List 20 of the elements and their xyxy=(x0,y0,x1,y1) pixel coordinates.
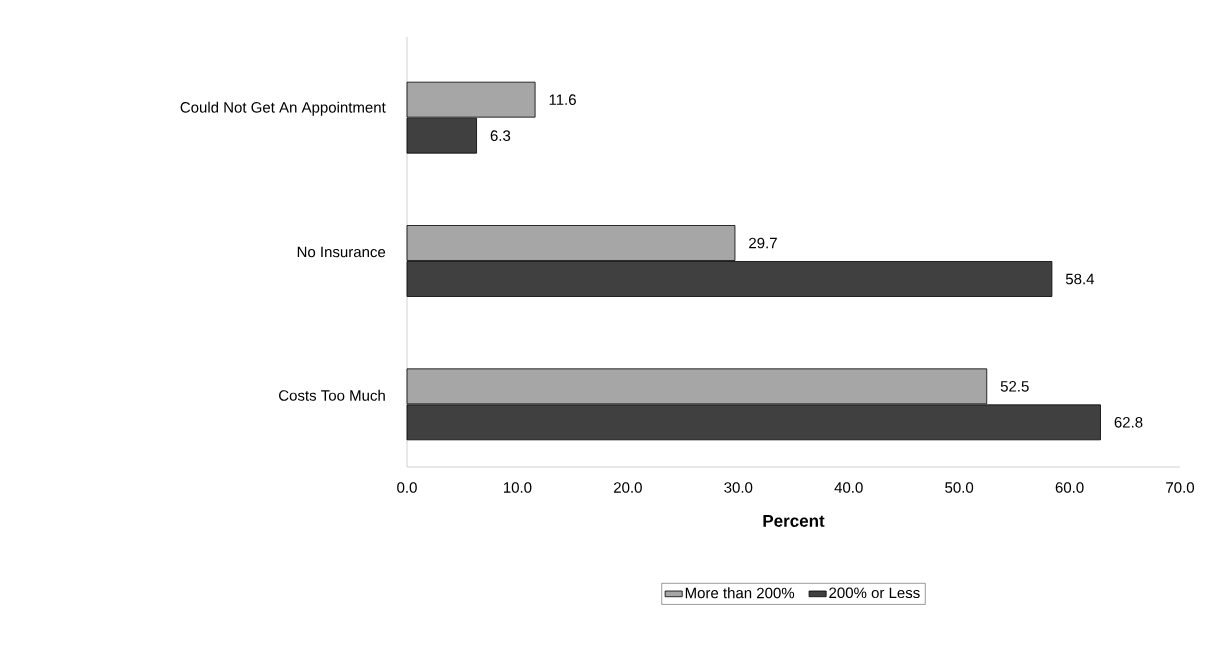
data-label: 11.6 xyxy=(549,94,576,105)
data-label: 29.7 xyxy=(749,237,777,249)
x-tick-label: 30.0 xyxy=(724,482,753,493)
x-tick-label: 0.0 xyxy=(397,482,417,493)
data-label: 6.3 xyxy=(490,130,511,141)
y-tick-label: Costs Too Much xyxy=(279,389,385,401)
legend-label: More than 200% xyxy=(685,587,795,599)
y-tick-label: No Insurance xyxy=(297,246,386,258)
data-label: 58.4 xyxy=(1065,273,1095,285)
data-label: 62.8 xyxy=(1114,417,1143,428)
x-tick-label: 70.0 xyxy=(1166,482,1195,493)
y-tick-label: Could Not Get An Appointment xyxy=(180,101,386,116)
data-label: 52.5 xyxy=(1000,381,1029,392)
x-axis-title: Percent xyxy=(763,515,825,527)
x-tick-label: 60.0 xyxy=(1055,482,1084,493)
x-tick-label: 50.0 xyxy=(945,482,974,493)
x-tick-label: 20.0 xyxy=(614,482,642,493)
x-tick-label: 40.0 xyxy=(834,482,863,493)
legend-label: 200% or Less xyxy=(829,587,920,599)
x-tick-label: 10.0 xyxy=(503,482,532,493)
